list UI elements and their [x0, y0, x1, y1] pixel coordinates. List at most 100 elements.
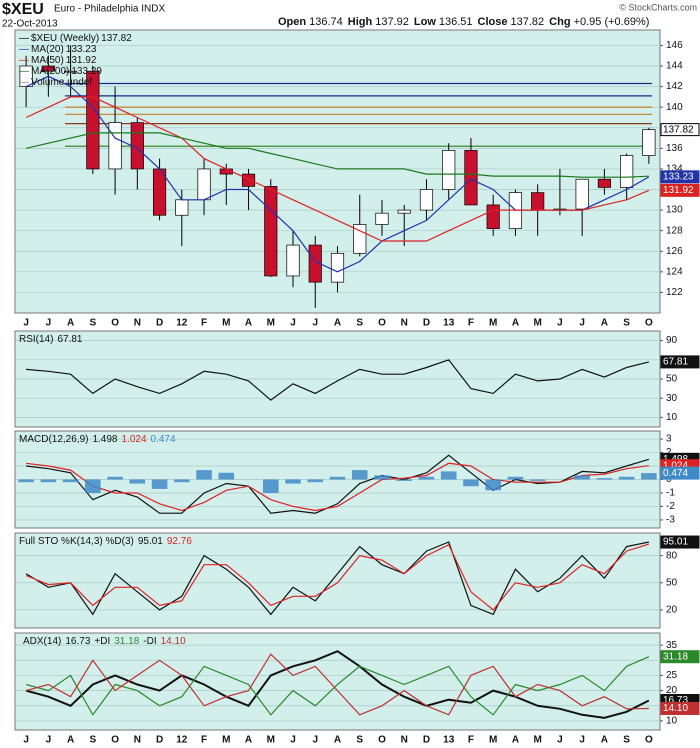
x-tick-label: S	[90, 318, 97, 329]
x-tick-label: O	[645, 735, 653, 746]
x-tick-label: A	[334, 318, 341, 329]
series-line	[25, 541, 650, 616]
legend-name: $XEU (Weekly)	[31, 33, 99, 44]
histogram-bar	[285, 479, 301, 484]
y-tick-label: -2	[666, 501, 675, 512]
y-tick-label: 10	[666, 412, 678, 423]
x-tick-label: J	[46, 318, 52, 329]
histogram-bar	[463, 479, 479, 487]
x-tick-label: F	[201, 735, 207, 746]
symbol: $XEU	[2, 1, 44, 18]
series-line	[25, 96, 650, 242]
x-tick-label: N	[134, 318, 141, 329]
legend-value: 137.82	[101, 33, 132, 44]
y-tick-label: 2	[666, 447, 672, 458]
candle-body	[575, 178, 589, 210]
candle-body	[464, 150, 478, 206]
x-tick-label: F	[468, 735, 474, 746]
value-tag	[660, 466, 700, 480]
candle-body	[175, 199, 189, 216]
x-tick-label: A	[67, 318, 74, 329]
x-tick-label: J	[557, 735, 563, 746]
quote-value: 137.92	[375, 16, 409, 28]
legend-swatch: —	[19, 77, 29, 88]
histogram-bar	[218, 472, 235, 480]
legend-swatch: —	[19, 55, 29, 66]
histogram-bar	[151, 479, 168, 489]
legend-swatch: —	[19, 44, 29, 55]
legend-name: MA(200)	[31, 66, 69, 77]
x-tick-label: J	[23, 318, 29, 329]
value-tag	[660, 123, 700, 137]
histogram-bar	[596, 478, 613, 480]
value-tag-label: 137.82	[663, 124, 694, 135]
legend-entry: — MA(20) 133.23	[19, 44, 97, 55]
value-tag-label: 133.23	[663, 171, 694, 182]
y-tick-label: 140	[666, 102, 683, 113]
series-line	[25, 132, 649, 178]
quote-label: Open	[278, 16, 306, 28]
value-tag	[660, 183, 700, 197]
legend-value: 16.73	[65, 636, 90, 647]
candle-body	[597, 178, 611, 188]
x-tick-label: A	[67, 735, 74, 746]
x-tick-label: D	[423, 735, 430, 746]
y-tick-label: 142	[666, 81, 683, 92]
candle-body	[397, 209, 411, 214]
value-tag	[660, 535, 700, 549]
legend-name: ADX(14)	[23, 636, 61, 647]
candle-body	[41, 65, 55, 72]
histogram-bar	[618, 476, 635, 480]
candle-body	[241, 173, 256, 187]
legend-name: MA(50)	[31, 55, 64, 66]
legend-entry: — Volume undef	[19, 77, 92, 88]
value-tag	[660, 650, 700, 664]
histogram-bar	[196, 470, 212, 480]
histogram-bar	[307, 479, 324, 483]
legend: MACD(12,26,9) 1.498 1.024 0.474	[19, 434, 176, 445]
quote: Open 136.74 High 137.92 Low 136.51 Close 137.82…	[278, 16, 649, 28]
x-tick-label: S	[623, 318, 630, 329]
legend: ADX(14) 16.73 +DI 31.18 -DI 14.10	[23, 636, 186, 647]
series-line	[26, 462, 649, 512]
candle-body	[197, 168, 211, 201]
y-tick-label: -1	[666, 488, 675, 499]
candle-body	[486, 204, 500, 229]
legend-value: 95.01	[138, 536, 163, 547]
x-tick-label: S	[623, 735, 630, 746]
x-tick-label: J	[557, 318, 563, 329]
panel-background	[14, 632, 661, 731]
histogram-bar	[641, 473, 657, 480]
legend-entry: — MA(50) 131.92	[19, 55, 97, 66]
histogram-bar	[507, 476, 524, 480]
histogram-bar	[18, 479, 34, 483]
legend-value: 92.76	[167, 536, 192, 547]
y-tick-label: 146	[666, 40, 683, 51]
histogram-bar	[529, 479, 546, 481]
x-tick-label: M	[489, 318, 497, 329]
candle-body	[308, 244, 322, 283]
candle-body	[419, 189, 434, 211]
legend-title: MACD(12,26,9)	[19, 434, 88, 445]
x-tick-label: D	[423, 318, 430, 329]
y-tick-label: 80	[666, 550, 678, 561]
legend: RSI(14) 67.81	[19, 334, 83, 345]
candle-body	[642, 129, 656, 156]
x-tick-label: J	[290, 735, 296, 746]
candle-body	[86, 70, 100, 170]
y-tick-label: 90	[666, 335, 678, 346]
y-tick-label: 126	[666, 246, 683, 257]
y-tick-label: 50	[666, 374, 678, 385]
x-tick-label: O	[378, 735, 386, 746]
x-tick-label: F	[201, 318, 207, 329]
quote-label: Low	[414, 16, 436, 28]
x-tick-label: J	[46, 735, 52, 746]
y-tick-label: 10	[666, 716, 678, 727]
series-line	[25, 656, 650, 716]
x-tick-label: A	[601, 735, 608, 746]
legend-value: 67.81	[57, 334, 82, 345]
legend-value: 133.23	[66, 44, 97, 55]
instrument-name: Euro - Philadelphia INDX	[54, 4, 165, 15]
legend-value: 133.29	[71, 66, 102, 77]
